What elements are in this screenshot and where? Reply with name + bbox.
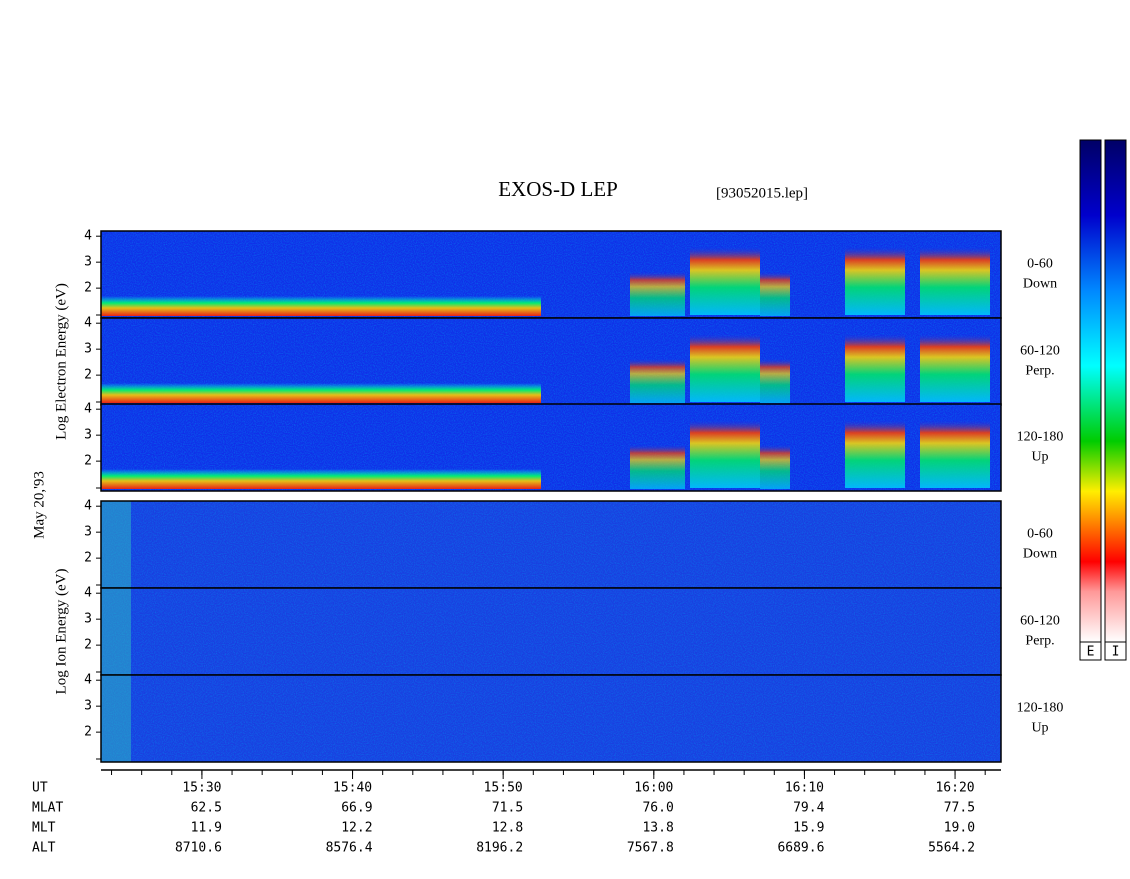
y-tick-label: 2 (84, 638, 92, 653)
panel-label: 120-180 (1017, 430, 1064, 445)
date-label: May 20,'93 (31, 471, 47, 539)
spectrogram-burst (630, 271, 685, 316)
y-tick-label: 4 (84, 499, 92, 514)
table-cell: 5564.2 (928, 841, 975, 856)
y-tick-label: 3 (84, 612, 92, 627)
panel-label: Perp. (1025, 634, 1054, 649)
spectrogram-band (101, 383, 541, 403)
table-cell: 19.0 (944, 821, 975, 836)
table-cell: 11.9 (191, 821, 222, 836)
y-tick-label: 4 (84, 402, 92, 417)
spectrogram-band (101, 469, 541, 489)
spectrogram-edge (101, 588, 131, 675)
panel-label: 60-120 (1020, 614, 1060, 629)
table-cell: 77.5 (944, 801, 975, 816)
table-cell: 79.4 (793, 801, 824, 816)
y-tick-label: 2 (84, 454, 92, 469)
spectrogram-burst (690, 333, 760, 402)
table-cell: 12.8 (492, 821, 523, 836)
spectrogram-noise (101, 588, 1001, 675)
y-tick-label: 4 (84, 673, 92, 688)
y-tick-label: 3 (84, 699, 92, 714)
table-cell: 6689.6 (777, 841, 824, 856)
spectrogram-band (101, 296, 541, 316)
table-cell: 12.2 (341, 821, 372, 836)
spectrogram-burst (760, 444, 790, 489)
y-tick-label: 4 (84, 229, 92, 244)
table-cell: 15.9 (793, 821, 824, 836)
colorbar (1104, 139, 1127, 643)
table-cell: 8710.6 (175, 841, 222, 856)
colorbar-label: E (1087, 645, 1095, 660)
panel-frame (100, 403, 1002, 492)
table-row-label: MLT (32, 821, 56, 836)
colorbar (1079, 139, 1102, 643)
table-cell: 62.5 (191, 801, 222, 816)
table-row-label: MLAT (32, 801, 63, 816)
y-tick-label: 3 (84, 255, 92, 270)
table-cell: 8576.4 (326, 841, 373, 856)
spectrogram-burst (630, 444, 685, 489)
table-cell: 76.0 (642, 801, 673, 816)
table-row-label: ALT (32, 841, 56, 856)
panel-label: Down (1023, 547, 1057, 562)
chart-title: EXOS-D LEP (498, 177, 618, 201)
panel-label: 0-60 (1027, 527, 1053, 542)
spectrogram-edge (101, 501, 131, 588)
y-tick-label: 3 (84, 428, 92, 443)
spectrogram-noise (101, 501, 1001, 588)
y-tick-label: 3 (84, 342, 92, 357)
table-cell: 8196.2 (476, 841, 523, 856)
table-cell: 7567.8 (627, 841, 674, 856)
y-tick-label: 2 (84, 281, 92, 296)
y-tick-label: 2 (84, 368, 92, 383)
panel-label: Up (1031, 721, 1048, 736)
colorbar-label: I (1112, 645, 1120, 660)
colorbar-box (1104, 641, 1127, 661)
y-tick-label: 4 (84, 316, 92, 331)
spectrogram-burst (920, 246, 990, 315)
spectrogram-burst (690, 419, 760, 488)
spectrogram-burst (920, 419, 990, 488)
panel-label: 60-120 (1020, 344, 1060, 359)
x-tick-label: 15:50 (484, 781, 523, 796)
x-tick-label: 15:40 (333, 781, 372, 796)
spectrogram-burst (920, 333, 990, 402)
table-cell: 71.5 (492, 801, 523, 816)
panel-label: Perp. (1025, 364, 1054, 379)
panel-label: Up (1031, 450, 1048, 465)
y-tick-label: 2 (84, 725, 92, 740)
spectrogram-burst (845, 419, 905, 488)
x-tick-label: 16:00 (634, 781, 673, 796)
panel-label: 120-180 (1017, 701, 1064, 716)
spectrogram-noise (101, 675, 1001, 762)
panel-label: 0-60 (1027, 257, 1053, 272)
spectrogram-burst (845, 246, 905, 315)
x-tick-label: 16:20 (935, 781, 974, 796)
spectrogram-burst (760, 271, 790, 316)
y-tick-label: 4 (84, 586, 92, 601)
table-cell: 66.9 (341, 801, 372, 816)
spectrogram-burst (845, 333, 905, 402)
spectrogram-burst (760, 358, 790, 403)
spectrogram-burst (630, 358, 685, 403)
file-name: [93052015.lep] (716, 185, 808, 201)
panel-frame (100, 674, 1002, 763)
y-axis-label: Log Ion Energy (eV) (53, 569, 69, 695)
table-cell: 13.8 (642, 821, 673, 836)
panel-label: Down (1023, 277, 1057, 292)
y-tick-label: 2 (84, 551, 92, 566)
table-row-label: UT (32, 781, 48, 796)
x-tick-label: 15:30 (182, 781, 221, 796)
spectrogram-edge (101, 675, 131, 762)
x-tick-label: 16:10 (785, 781, 824, 796)
spectrogram-burst (690, 246, 760, 315)
y-axis-label: Log Electron Energy (eV) (53, 283, 69, 440)
colorbar-box (1079, 641, 1102, 661)
y-tick-label: 3 (84, 525, 92, 540)
